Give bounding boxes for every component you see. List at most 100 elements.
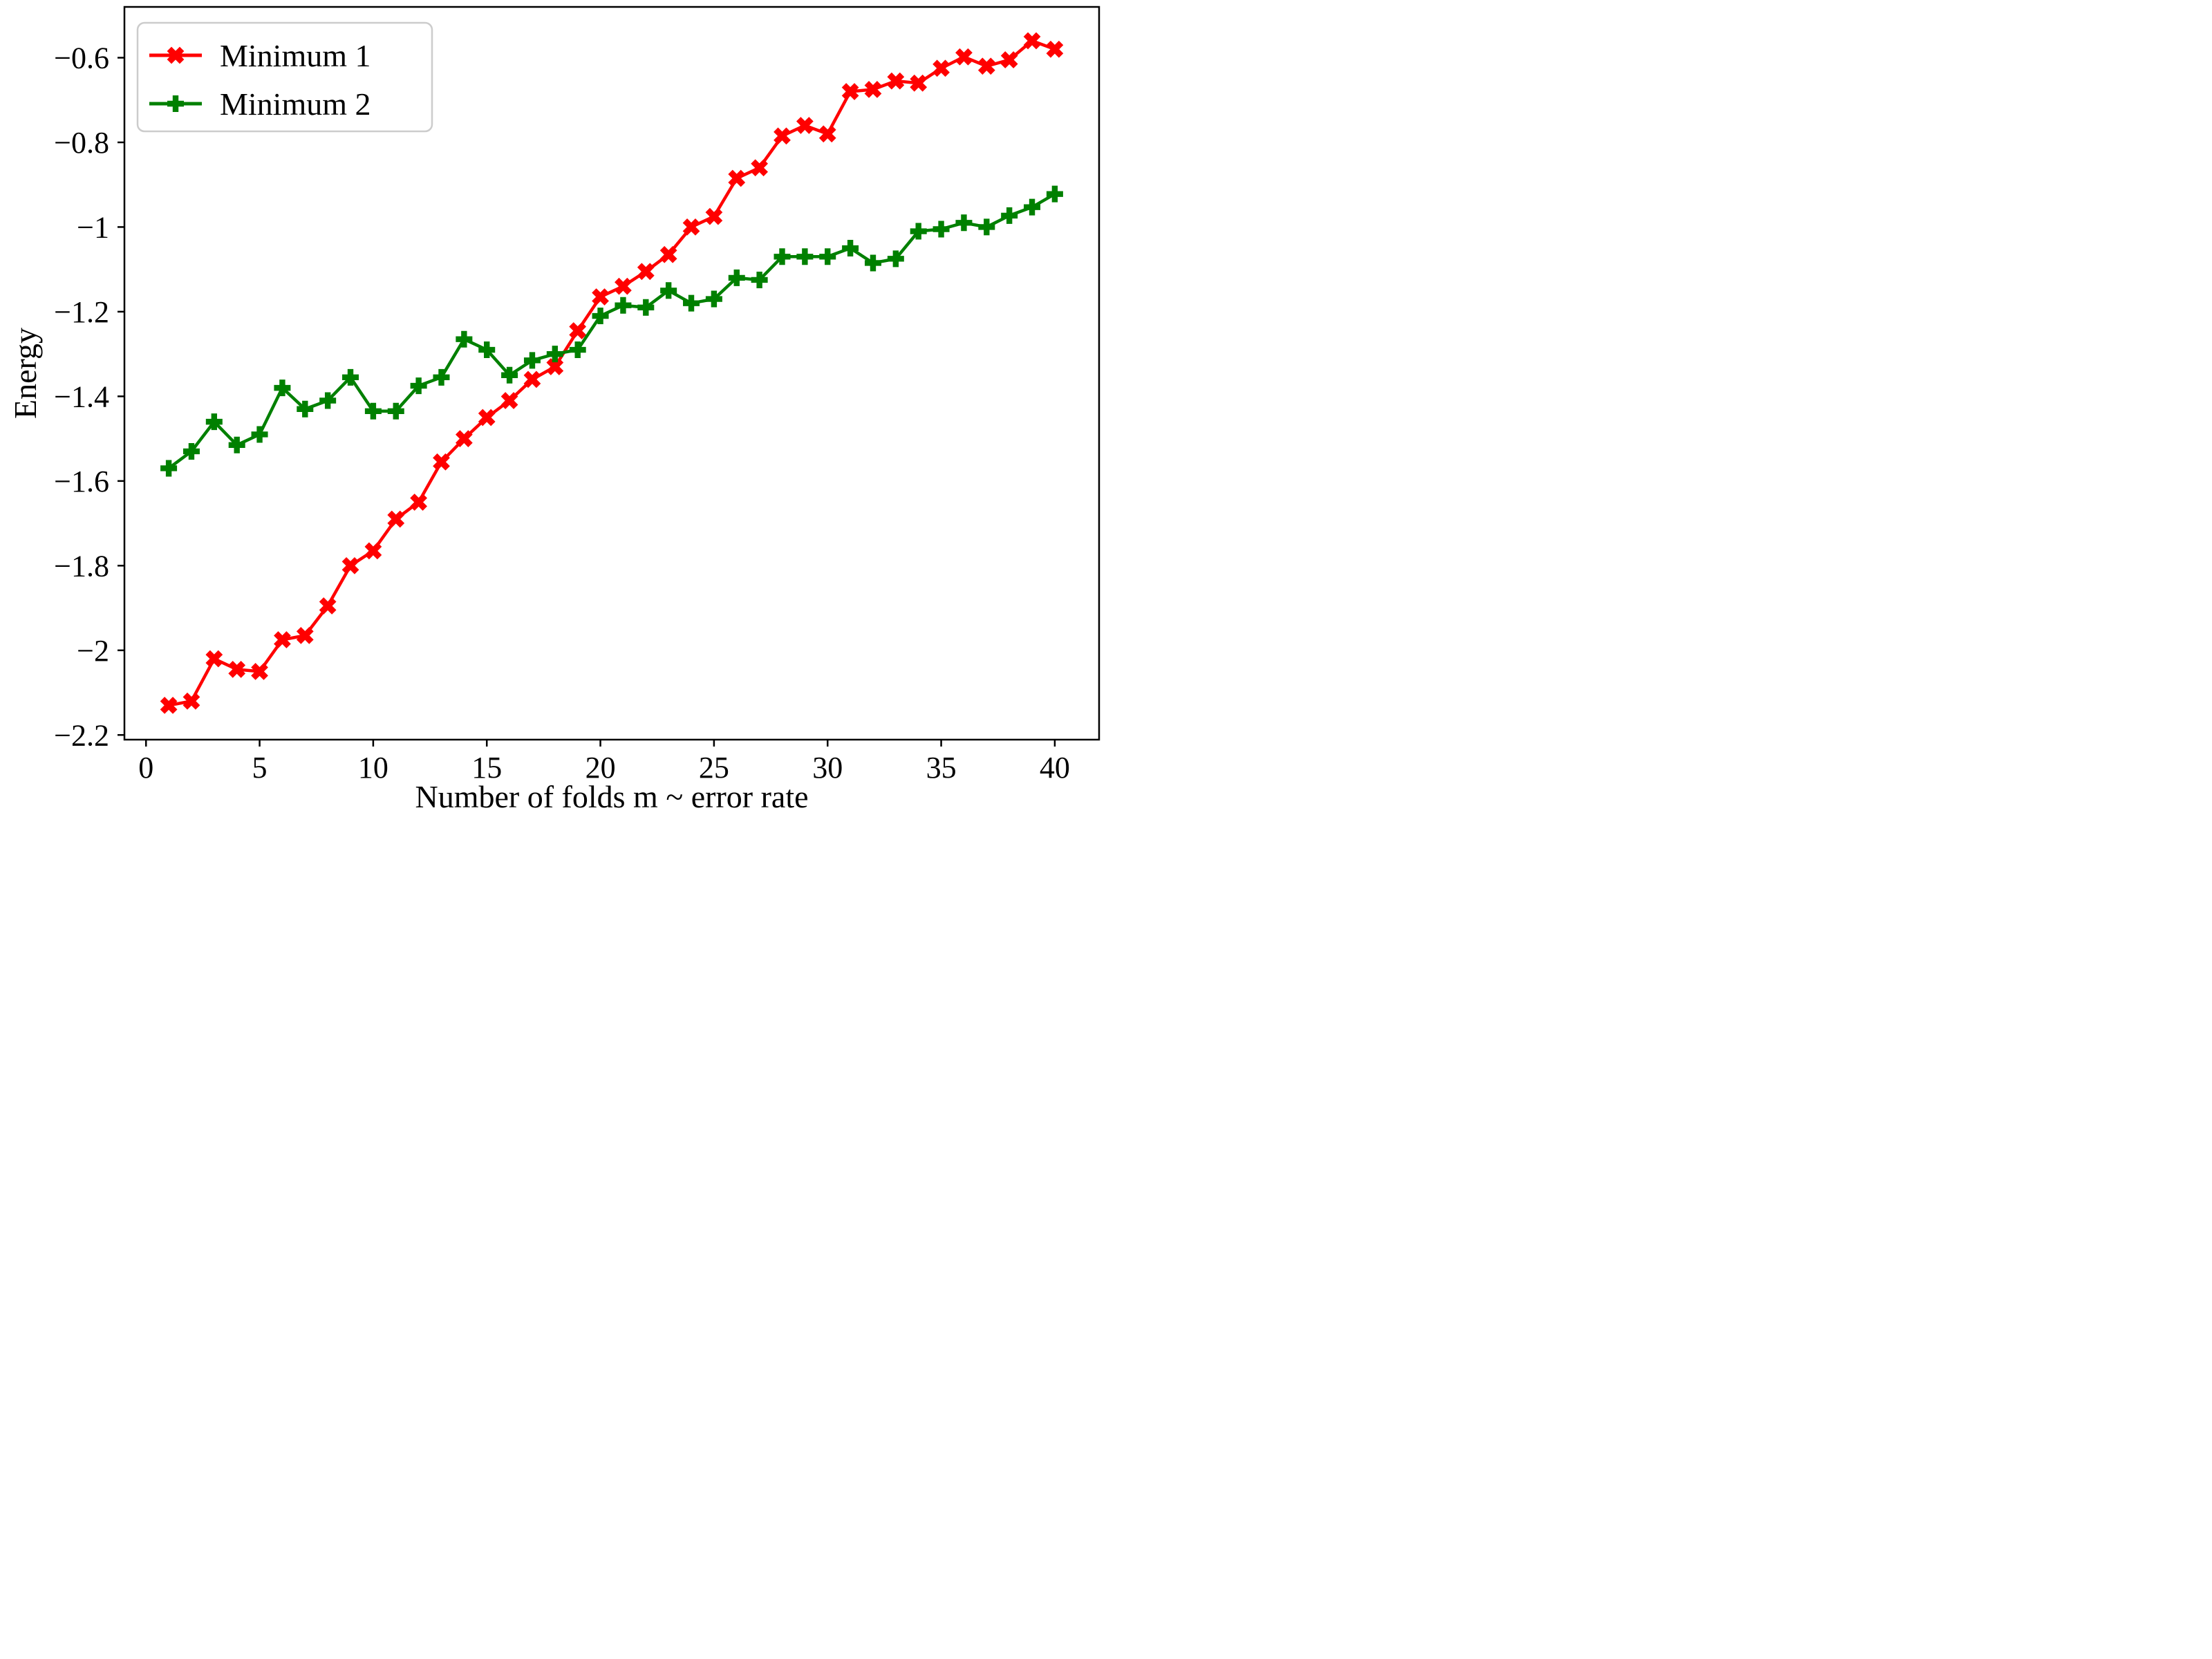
data-point-marker (478, 341, 496, 359)
data-point-marker (1001, 207, 1018, 224)
data-point-marker (167, 46, 185, 64)
series-line-minimum-2 (167, 192, 1056, 470)
data-point-marker (319, 597, 337, 615)
y-tick-label: −2 (77, 634, 109, 668)
data-point-marker (955, 48, 973, 66)
data-point-marker (705, 207, 723, 225)
data-point-marker (251, 426, 268, 443)
x-tick-label: 35 (926, 751, 957, 785)
data-point-marker (910, 223, 927, 240)
data-point-marker (751, 159, 769, 177)
y-tick-label: −1.4 (54, 379, 109, 413)
data-point-marker (523, 352, 541, 369)
data-point-marker (501, 366, 518, 384)
data-point-marker (455, 430, 473, 447)
series-line-minimum-1 (168, 39, 1056, 707)
data-point-marker (297, 400, 314, 418)
data-point-marker (569, 322, 587, 339)
data-point-marker (167, 95, 184, 112)
data-point-marker (615, 297, 632, 314)
data-point-marker (728, 269, 745, 286)
y-tick-label: −1.8 (54, 549, 109, 583)
y-tick-label: −1.6 (54, 465, 109, 498)
data-point-marker (160, 697, 178, 714)
figure: 0 5 10 15 20 25 30 35 40 −0.6 −0.8 −1 −1.2 −1.4 −1.6 −1… (0, 0, 1106, 830)
data-point-marker (1023, 32, 1041, 50)
y-tick-label: −0.8 (54, 126, 109, 160)
legend-label-minimum-2: Minimum 2 (220, 86, 371, 122)
data-point-marker (1046, 40, 1064, 58)
data-point-marker (774, 248, 791, 265)
data-point-marker (682, 218, 700, 236)
x-tick-label: 40 (1040, 751, 1070, 785)
y-tick-label: −0.6 (54, 41, 109, 75)
data-point-marker (296, 626, 314, 644)
data-point-marker (1046, 185, 1063, 203)
legend-box (136, 21, 433, 133)
data-point-marker (182, 692, 200, 710)
data-point-marker (932, 221, 950, 238)
series-layer (160, 32, 1064, 714)
data-point-marker (592, 308, 609, 325)
data-point-marker (410, 377, 427, 395)
data-point-marker (342, 368, 359, 386)
x-tick-label: 10 (358, 751, 388, 785)
legend: Minimum 1 Minimum 2 (136, 21, 433, 133)
data-point-marker (274, 379, 291, 397)
data-point-marker (410, 494, 428, 511)
data-point-marker (160, 460, 178, 477)
x-tick-label: 20 (585, 751, 616, 785)
data-point-marker (364, 402, 382, 420)
x-tick-label: 25 (699, 751, 729, 785)
data-point-marker (796, 117, 814, 134)
y-tick-label: −1 (77, 210, 109, 244)
data-point-marker (796, 248, 814, 265)
data-point-marker (456, 330, 473, 348)
data-point-marker (842, 240, 859, 257)
data-point-marker (660, 282, 677, 299)
data-point-marker (546, 358, 564, 375)
data-point-marker (182, 442, 200, 460)
data-point-marker (637, 299, 655, 316)
data-point-marker (637, 263, 655, 281)
data-point-marker (500, 392, 518, 409)
legend-label-minimum-1: Minimum 1 (220, 38, 371, 73)
data-point-marker (228, 436, 245, 453)
data-point-marker (841, 83, 859, 100)
data-point-marker (818, 125, 836, 143)
data-point-marker (659, 245, 677, 263)
data-point-marker (615, 277, 632, 295)
y-tick-label: −2.2 (54, 718, 109, 752)
data-point-marker (887, 250, 904, 268)
data-point-marker (387, 510, 405, 528)
data-point-marker (592, 288, 609, 306)
data-point-marker (569, 341, 586, 359)
axis-ticks: 0 5 10 15 20 25 30 35 40 −0.6 −0.8 −1 −1.2 −1.4 −1.6 −1… (54, 41, 1070, 785)
data-point-marker (977, 57, 995, 75)
data-point-marker (978, 218, 995, 236)
data-point-marker (433, 368, 450, 386)
plot-border (123, 6, 1100, 741)
data-point-marker (728, 169, 746, 187)
x-tick-label: 30 (812, 751, 843, 785)
y-axis-label: Energy (8, 328, 43, 419)
data-point-marker (683, 294, 700, 312)
data-point-marker (319, 392, 337, 409)
data-point-marker (910, 74, 928, 92)
legend-x-marker-icon (167, 46, 185, 64)
data-point-marker (887, 72, 905, 90)
data-point-marker (864, 81, 882, 98)
data-point-marker (433, 453, 450, 471)
data-point-marker (546, 346, 563, 363)
x-tick-label: 15 (471, 751, 502, 785)
data-point-marker (228, 660, 246, 678)
data-point-marker (955, 214, 973, 232)
x-tick-label: 0 (138, 751, 153, 785)
data-point-marker (387, 402, 404, 420)
x-tick-label: 5 (252, 751, 268, 785)
data-point-marker (205, 650, 223, 668)
data-point-marker (1024, 198, 1041, 216)
data-point-marker (774, 127, 791, 145)
data-point-marker (364, 542, 382, 560)
data-point-marker (251, 663, 268, 680)
